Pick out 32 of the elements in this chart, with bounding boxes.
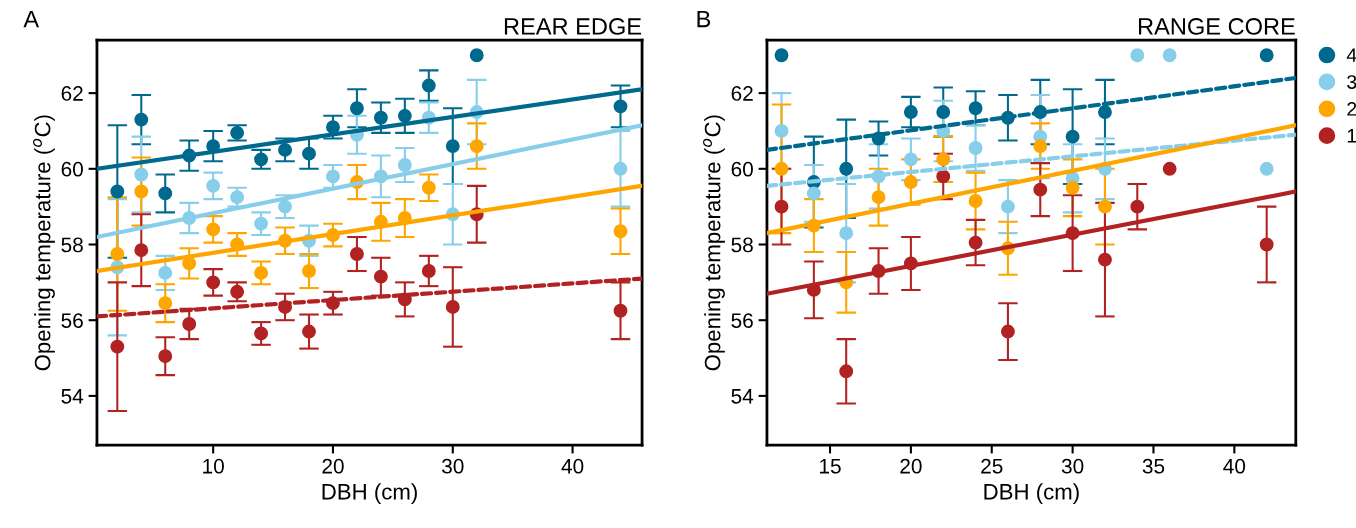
y-tick-label: 58 [61,237,83,253]
x-axis-title: DBH (cm) [322,483,417,504]
x-axis-title: DBH (cm) [984,483,1079,504]
chart-title: REAR EDGE [504,18,642,35]
x-tick-label: 25 [981,458,1003,474]
legend-label: 1 [1347,129,1356,143]
y-tick-label: 54 [731,389,754,404]
y-axis-title: Opening temperature ($^{o}$C) [703,115,725,371]
text: B [697,10,711,28]
x-tick-label: 10 [203,458,224,474]
x-tick-label: 20 [322,458,344,474]
y-tick-label: 58 [731,237,753,253]
y-tick-label: 62 [731,86,753,101]
legend-label: 3 [1347,75,1356,89]
y-axis-title: Opening temperature ($^{o}$C) [33,115,55,371]
chart-title: RANGE CORE [1138,18,1295,35]
x-tick-label: 20 [900,458,922,474]
text: A [23,10,40,28]
y-tick-label: 60 [61,161,83,177]
x-tick-label: 40 [561,458,584,474]
y-tick-label: 56 [731,313,753,328]
x-tick-label: 15 [820,459,841,474]
x-tick-label: 30 [1061,458,1084,474]
y-tick-label: 62 [61,86,83,101]
y-tick-label: 60 [731,161,753,177]
legend-label: 2 [1347,102,1356,116]
legend-label: 4 [1346,48,1356,62]
x-tick-label: 30 [441,458,464,474]
x-tick-label: 35 [1142,458,1165,474]
y-tick-label: 56 [61,313,83,328]
y-tick-label: 54 [61,389,84,404]
x-tick-label: 40 [1223,458,1246,474]
